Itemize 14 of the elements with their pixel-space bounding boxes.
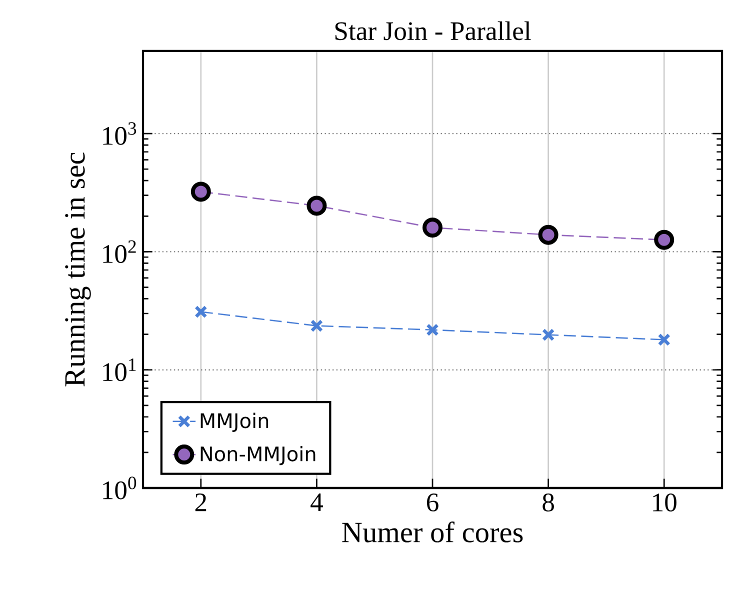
x-tick-label: 10	[653, 494, 676, 512]
chart-title: Star Join - Parallel	[335, 21, 531, 40]
legend-label: Non-MMJoin	[200, 446, 316, 466]
x-tick-label: 4	[310, 494, 323, 512]
y-tick-label: 10$^{0}$	[103, 476, 136, 500]
x-axis-title: Numer of cores	[342, 521, 523, 542]
y-tick-label: 10$^{3}$	[103, 122, 136, 145]
y-tick-label: 10$^{1}$	[103, 358, 136, 382]
x-tick-label: 8	[542, 494, 554, 512]
y-tick-label: 10$^{2}$	[103, 240, 136, 264]
legend-label: MMJoin	[200, 412, 268, 432]
x-tick-label: 2	[195, 494, 206, 512]
x-tick-label: 6	[426, 494, 438, 512]
y-axis-title: Running time in sec	[65, 152, 91, 386]
